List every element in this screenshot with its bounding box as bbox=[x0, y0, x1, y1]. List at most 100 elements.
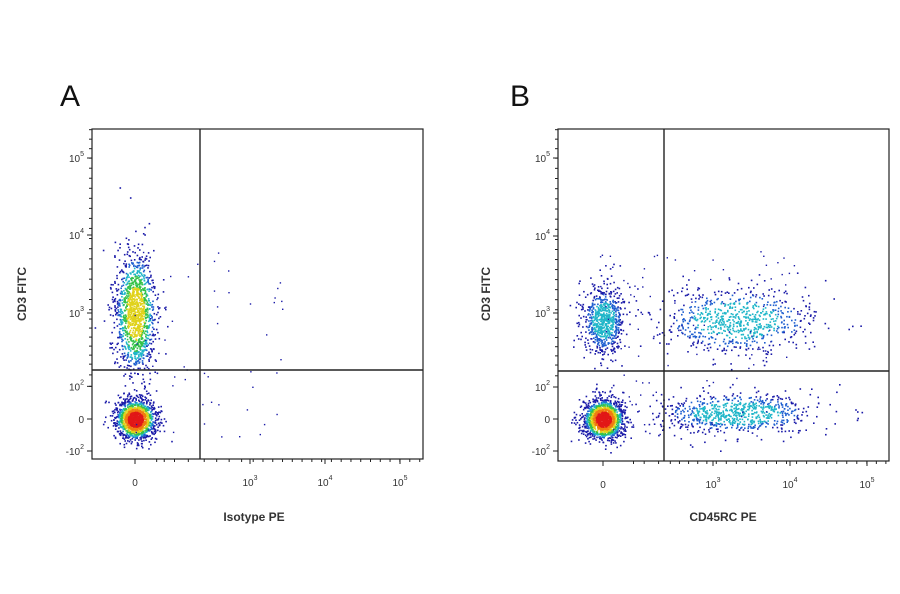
event-dot bbox=[137, 305, 140, 307]
event-dot bbox=[127, 327, 130, 329]
event-dot bbox=[704, 320, 707, 322]
event-dot bbox=[740, 329, 742, 332]
event-dot bbox=[602, 391, 604, 393]
event-dot bbox=[607, 305, 609, 307]
event-dot bbox=[144, 348, 147, 351]
event-dot bbox=[573, 346, 575, 348]
event-dot bbox=[684, 319, 686, 322]
event-dot bbox=[673, 316, 675, 318]
event-dot bbox=[737, 329, 739, 332]
event-dot bbox=[140, 438, 142, 441]
event-dot bbox=[670, 331, 673, 333]
event-dot bbox=[659, 342, 661, 344]
event-dot bbox=[601, 439, 603, 441]
event-dot bbox=[764, 312, 767, 315]
event-dot bbox=[600, 362, 602, 364]
event-dot bbox=[795, 343, 798, 346]
event-dot bbox=[613, 396, 615, 398]
event-dot bbox=[587, 433, 590, 435]
event-dot bbox=[132, 307, 135, 310]
event-dot bbox=[158, 352, 160, 355]
event-dot bbox=[743, 316, 745, 318]
event-dot bbox=[776, 315, 779, 318]
event-dot bbox=[114, 417, 117, 420]
event-dot bbox=[700, 316, 702, 319]
event-dot bbox=[123, 416, 126, 419]
event-dot bbox=[788, 341, 790, 343]
event-dot bbox=[587, 438, 589, 440]
event-dot bbox=[584, 420, 586, 422]
event-dot bbox=[617, 309, 620, 312]
event-dot bbox=[134, 346, 137, 348]
event-dot bbox=[608, 310, 610, 313]
event-dot bbox=[793, 329, 796, 331]
event-dot bbox=[147, 280, 149, 283]
event-dot bbox=[720, 326, 722, 329]
event-dot bbox=[152, 333, 154, 336]
event-dot bbox=[130, 360, 132, 362]
event-dot bbox=[125, 320, 128, 322]
event-dot bbox=[604, 344, 607, 346]
event-dot bbox=[759, 326, 761, 328]
event-dot bbox=[598, 308, 600, 310]
event-dot bbox=[127, 311, 130, 314]
event-dot bbox=[138, 358, 140, 360]
event-dot bbox=[607, 399, 610, 402]
event-dot bbox=[146, 366, 149, 369]
event-dot bbox=[118, 336, 120, 339]
event-dot bbox=[773, 320, 775, 323]
event-dot bbox=[774, 313, 777, 316]
event-dot bbox=[751, 336, 753, 338]
event-dot bbox=[729, 324, 731, 326]
event-dot bbox=[852, 325, 854, 328]
event-dot bbox=[110, 419, 113, 422]
event-dot bbox=[129, 336, 132, 338]
event-dot bbox=[608, 311, 610, 314]
event-dot bbox=[125, 434, 127, 437]
event-dot bbox=[114, 411, 116, 414]
event-dot bbox=[619, 419, 622, 422]
event-dot bbox=[703, 328, 705, 331]
event-dot bbox=[146, 400, 148, 402]
event-dot bbox=[612, 337, 614, 339]
event-dot bbox=[769, 324, 771, 327]
event-dot bbox=[142, 351, 144, 353]
event-dot bbox=[680, 308, 682, 311]
event-dot bbox=[134, 288, 136, 291]
event-dot bbox=[120, 315, 123, 318]
event-dot bbox=[625, 430, 627, 432]
event-dot bbox=[146, 326, 148, 328]
event-dot bbox=[587, 306, 590, 308]
event-dot bbox=[773, 329, 775, 332]
event-dot bbox=[143, 407, 146, 409]
event-dot bbox=[601, 318, 603, 320]
event-dot bbox=[615, 406, 617, 408]
event-dot bbox=[135, 415, 137, 417]
event-dot bbox=[123, 297, 126, 299]
event-dot bbox=[600, 329, 602, 332]
event-dot bbox=[116, 351, 119, 353]
event-dot bbox=[130, 354, 133, 356]
event-dot bbox=[808, 302, 811, 305]
event-dot bbox=[780, 305, 782, 308]
event-dot bbox=[136, 270, 139, 272]
event-dot bbox=[602, 293, 604, 295]
event-dot bbox=[119, 403, 122, 406]
event-dot bbox=[775, 317, 778, 320]
event-dot bbox=[158, 415, 161, 418]
event-dot bbox=[133, 267, 136, 270]
event-dot bbox=[129, 418, 132, 420]
event-dot bbox=[596, 335, 598, 337]
event-dot bbox=[615, 320, 618, 322]
event-dot bbox=[609, 401, 612, 404]
event-dot bbox=[123, 443, 126, 446]
event-dot bbox=[762, 318, 765, 320]
event-dot bbox=[674, 300, 676, 302]
event-dot bbox=[138, 355, 140, 357]
event-dot bbox=[618, 408, 621, 411]
event-dot bbox=[681, 287, 684, 289]
event-dot bbox=[603, 316, 606, 319]
event-dot bbox=[609, 328, 612, 331]
event-dot bbox=[781, 331, 784, 333]
event-dot bbox=[614, 436, 617, 439]
